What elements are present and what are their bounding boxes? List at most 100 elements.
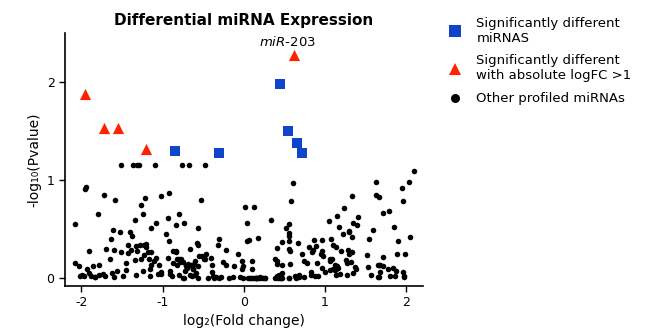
- Point: [346, 260, 357, 265]
- Point: [98, 272, 109, 277]
- Point: [238, 264, 248, 269]
- Point: [138, 211, 148, 216]
- Point: [115, 229, 125, 234]
- Point: [187, 266, 198, 272]
- Point: [365, 273, 376, 278]
- Point: [207, 262, 218, 268]
- Point: [83, 248, 94, 253]
- Point: [239, 204, 250, 209]
- Point: [304, 245, 314, 250]
- Point: [183, 163, 194, 168]
- Point: [107, 270, 117, 276]
- Point: [285, 262, 296, 267]
- Point: [342, 273, 352, 278]
- Point: [167, 260, 177, 266]
- Point: [255, 275, 265, 280]
- Point: [90, 275, 100, 280]
- Point: [328, 243, 338, 248]
- Point: [242, 220, 253, 225]
- Point: [318, 253, 328, 259]
- Point: [317, 248, 327, 254]
- Point: [255, 274, 265, 280]
- Point: [353, 214, 363, 220]
- Point: [348, 270, 358, 275]
- Point: [105, 256, 115, 262]
- Point: [211, 275, 221, 280]
- Point: [317, 266, 328, 271]
- Point: [243, 237, 254, 243]
- Point: [297, 150, 307, 155]
- Point: [70, 260, 81, 265]
- Point: [178, 275, 188, 280]
- Point: [392, 251, 402, 256]
- Point: [116, 249, 126, 254]
- Point: [218, 259, 229, 264]
- Point: [342, 261, 352, 266]
- Point: [252, 275, 263, 280]
- Point: [140, 196, 151, 201]
- Point: [174, 257, 185, 262]
- Point: [200, 163, 211, 168]
- Point: [372, 262, 383, 268]
- Point: [274, 273, 285, 279]
- Point: [284, 275, 294, 280]
- Point: [201, 252, 211, 257]
- Point: [193, 225, 203, 230]
- Title: Differential miRNA Expression: Differential miRNA Expression: [114, 13, 373, 28]
- Point: [209, 275, 219, 280]
- Point: [306, 273, 316, 278]
- Point: [332, 213, 342, 218]
- Point: [167, 274, 177, 279]
- Point: [245, 275, 255, 280]
- Point: [326, 236, 336, 242]
- Point: [404, 180, 415, 185]
- Point: [137, 268, 148, 273]
- Point: [185, 263, 196, 268]
- Point: [149, 259, 159, 264]
- Point: [309, 237, 320, 243]
- Point: [235, 274, 245, 279]
- Point: [375, 262, 385, 267]
- Point: [291, 140, 302, 145]
- Point: [257, 275, 268, 280]
- Point: [290, 274, 300, 279]
- Point: [260, 275, 270, 280]
- Point: [146, 249, 157, 254]
- Point: [259, 275, 270, 280]
- Point: [385, 273, 396, 278]
- Point: [193, 263, 203, 268]
- Point: [176, 163, 187, 168]
- Point: [164, 238, 174, 244]
- Point: [170, 249, 181, 254]
- Point: [70, 221, 80, 227]
- Point: [145, 273, 155, 278]
- Point: [237, 266, 247, 272]
- Point: [135, 242, 145, 248]
- Point: [331, 266, 341, 272]
- Point: [332, 265, 343, 270]
- Point: [336, 248, 346, 254]
- Point: [188, 267, 198, 272]
- Point: [77, 273, 87, 278]
- Point: [389, 224, 399, 229]
- Point: [82, 266, 92, 272]
- Point: [341, 257, 351, 262]
- Point: [183, 261, 194, 266]
- Point: [84, 270, 94, 276]
- Point: [170, 148, 180, 153]
- Point: [180, 268, 190, 274]
- Point: [229, 263, 239, 269]
- Point: [277, 239, 287, 245]
- Point: [193, 242, 203, 248]
- Legend: Significantly different
miRNAS, Significantly different
with absolute logFC >1, : Significantly different miRNAS, Signific…: [442, 17, 632, 105]
- Point: [281, 225, 291, 230]
- Point: [242, 275, 253, 280]
- Point: [374, 262, 384, 267]
- Point: [384, 209, 394, 214]
- Point: [284, 246, 294, 251]
- Point: [94, 262, 104, 268]
- Point: [390, 274, 400, 279]
- Point: [250, 275, 260, 280]
- Point: [241, 238, 252, 244]
- Point: [344, 228, 354, 233]
